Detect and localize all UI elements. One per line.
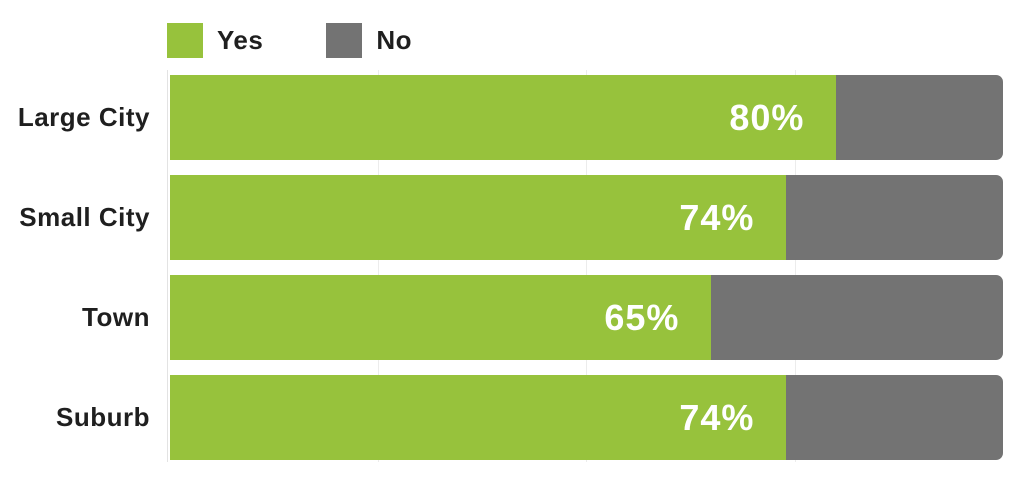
value-label-suburb: 74% xyxy=(679,396,755,438)
bar-segment-yes-suburb: 74% xyxy=(170,375,787,460)
category-label-small-city: Small City xyxy=(19,202,150,232)
gridline-75pct xyxy=(795,70,796,462)
bar-row-suburb: 74% xyxy=(170,375,1003,460)
legend-swatch-no xyxy=(326,22,363,58)
category-label-town: Town xyxy=(82,302,150,332)
legend-label-yes: Yes xyxy=(217,24,264,55)
y-axis-line xyxy=(167,70,168,462)
value-label-small-city: 74% xyxy=(679,196,755,238)
bar-row-small-city: 74% xyxy=(170,175,1003,260)
legend-item-no: No xyxy=(326,22,412,58)
gridline-25pct xyxy=(378,70,379,462)
bar-segment-yes-town: 65% xyxy=(170,275,712,360)
chart-legend: Yes No xyxy=(167,22,412,58)
plot-area: 80% 74% 65% 74% xyxy=(167,70,1003,465)
category-label-large-city: Large City xyxy=(17,102,150,132)
gridline-50pct xyxy=(586,70,587,462)
bar-segment-yes-large-city: 80% xyxy=(170,75,837,160)
category-label-suburb: Suburb xyxy=(56,402,150,432)
value-label-large-city: 80% xyxy=(729,96,805,138)
legend-swatch-yes xyxy=(167,22,203,58)
bar-segment-yes-small-city: 74% xyxy=(170,175,787,260)
legend-label-no: No xyxy=(376,24,412,55)
legend-item-yes: Yes xyxy=(167,22,263,58)
bar-row-large-city: 80% xyxy=(170,75,1003,160)
bar-row-town: 65% xyxy=(170,275,1003,360)
value-label-town: 65% xyxy=(604,296,680,338)
